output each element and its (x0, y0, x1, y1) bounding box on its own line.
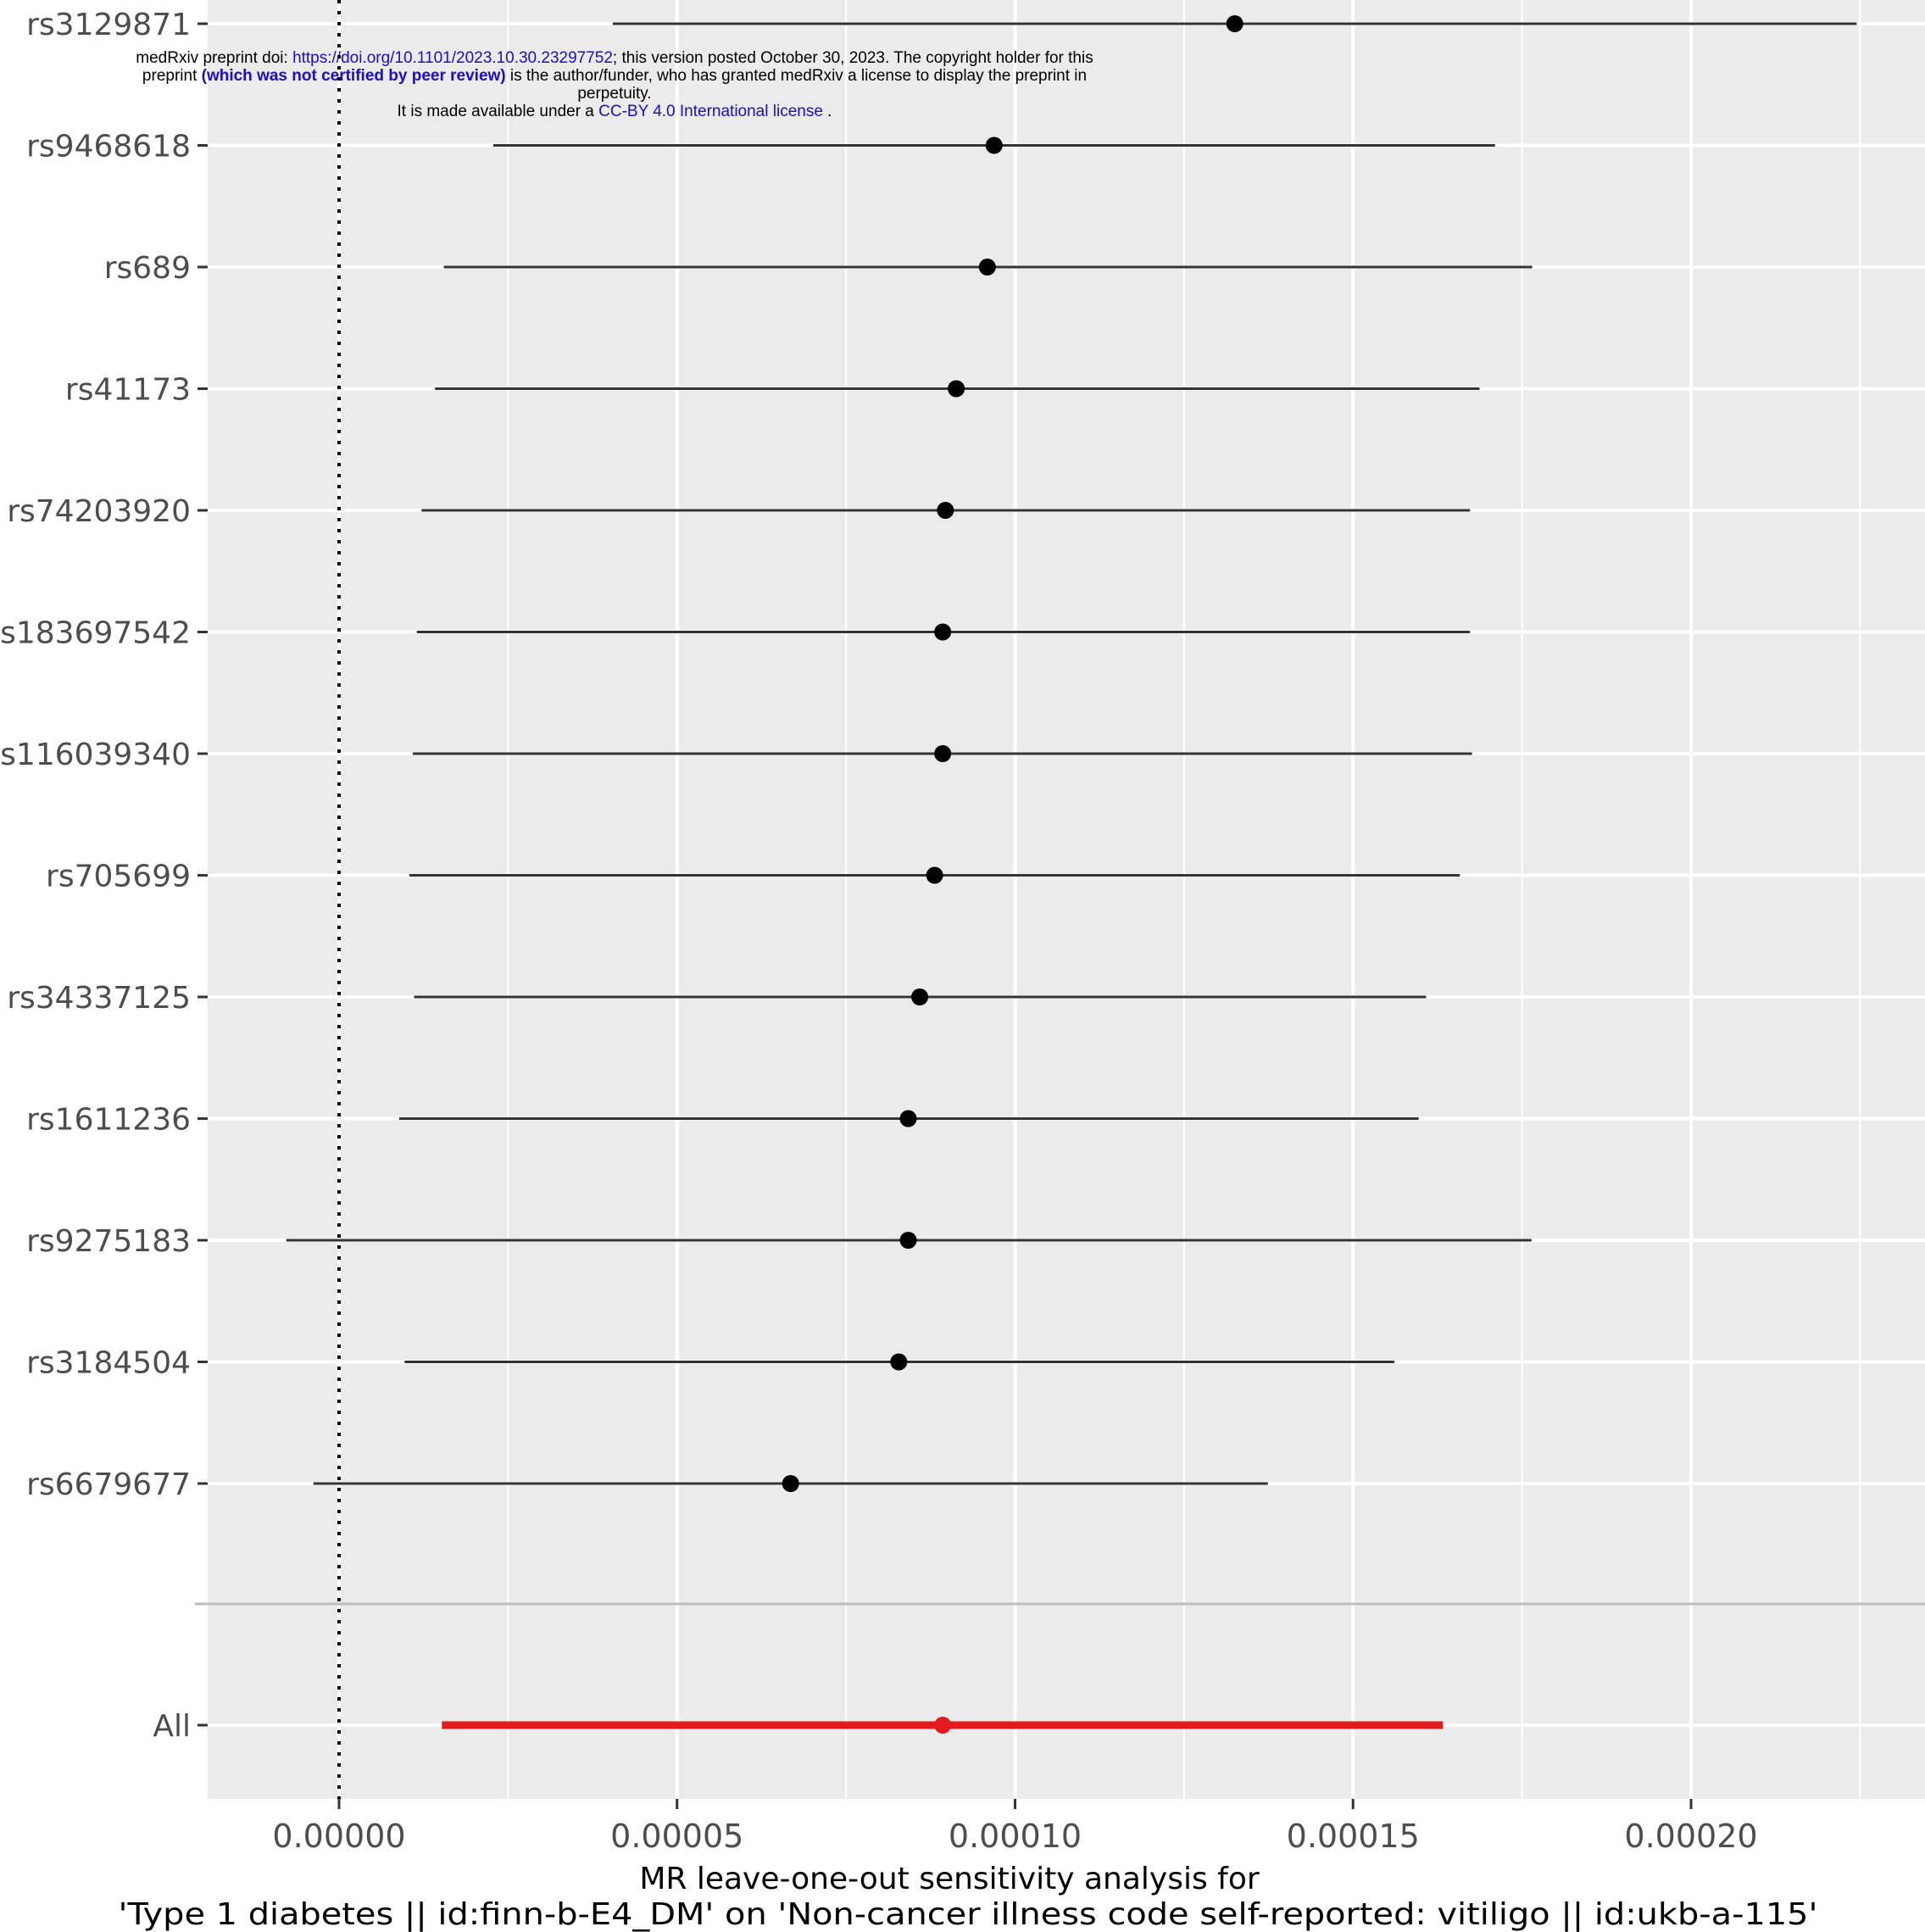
banner-line-1: medRxiv preprint doi: https://doi.org/10… (51, 49, 1178, 67)
x-tick-label: 0.00005 (610, 1818, 743, 1855)
y-tick-label-rs705699: rs705699 (46, 860, 191, 894)
banner-preprint-word: preprint (142, 67, 202, 85)
banner-line-2: preprint (which was not certified by pee… (51, 67, 1178, 85)
x-axis-label-line-2: 'Type 1 diabetes || id:finn-b-E4_DM' on … (119, 1897, 1818, 1932)
banner-line-3: perpetuity. (577, 85, 652, 103)
banner-available-suffix: . (822, 103, 832, 120)
banner-line-4: It is made available under a CC-BY 4.0 I… (51, 103, 1178, 120)
x-tick-label: 0.00020 (1624, 1818, 1757, 1855)
y-tick-label-overall: All (153, 1709, 191, 1744)
estimate-point-rs3129871 (1226, 15, 1243, 32)
not-certified-notice: (which was not certified by peer review) (201, 67, 506, 85)
estimate-point-rs705699 (926, 866, 943, 884)
banner-posted-text: ; this version posted October 30, 2023. … (612, 49, 1093, 67)
plot-panel (208, 0, 1925, 1799)
license-link[interactable]: CC-BY 4.0 International license (598, 103, 823, 120)
y-tick-label-rs1611236: rs1611236 (26, 1103, 191, 1138)
estimate-point-rs689 (978, 259, 996, 276)
y-tick-label-rs3129871: rs3129871 (26, 8, 191, 42)
y-tick-label-rs41173: rs41173 (65, 373, 191, 408)
estimate-point-rs41173 (948, 380, 965, 398)
banner-available-prefix: It is made available under a (397, 103, 599, 120)
estimate-point-rs3184504 (890, 1353, 908, 1371)
estimate-point-rs183697542 (934, 623, 952, 641)
banner-holder-text: is the author/funder, who has granted me… (505, 67, 1088, 85)
y-tick-label-rs6679677: rs6679677 (26, 1467, 191, 1502)
y-tick-label-rs116039340: rs116039340 (0, 738, 191, 772)
doi-link[interactable]: https://doi.org/10.1101/2023.10.30.23297… (292, 49, 613, 67)
y-tick-label-rs3184504: rs3184504 (26, 1346, 191, 1381)
x-tick-label: 0.00010 (949, 1818, 1082, 1855)
estimate-point-rs1611236 (899, 1110, 917, 1127)
y-tick-label-rs34337125: rs34337125 (7, 981, 191, 1016)
y-tick-label-rs9468618: rs9468618 (26, 130, 191, 164)
estimate-point-rs9275183 (899, 1232, 917, 1249)
estimate-point-rs116039340 (934, 745, 952, 762)
banner-doi-prefix: medRxiv preprint doi: (136, 49, 293, 67)
estimate-point-rs34337125 (911, 988, 929, 1005)
overall-estimate-point (934, 1717, 952, 1734)
y-tick-label-rs689: rs689 (104, 251, 191, 286)
estimate-point-rs74203920 (937, 502, 954, 519)
y-tick-label-rs9275183: rs9275183 (26, 1224, 191, 1259)
x-tick-label: 0.00015 (1287, 1818, 1420, 1855)
x-axis-label-line-1: MR leave-one-out sensitivity analysis fo… (639, 1862, 1260, 1896)
y-tick-label-rs74203920: rs74203920 (7, 494, 191, 529)
preprint-banner: medRxiv preprint doi: https://doi.org/10… (51, 49, 1178, 120)
estimate-point-rs9468618 (985, 136, 1003, 154)
estimate-point-rs6679677 (782, 1475, 799, 1492)
x-tick-label: 0.00000 (272, 1818, 405, 1855)
y-tick-label-rs183697542: rs183697542 (0, 616, 191, 651)
